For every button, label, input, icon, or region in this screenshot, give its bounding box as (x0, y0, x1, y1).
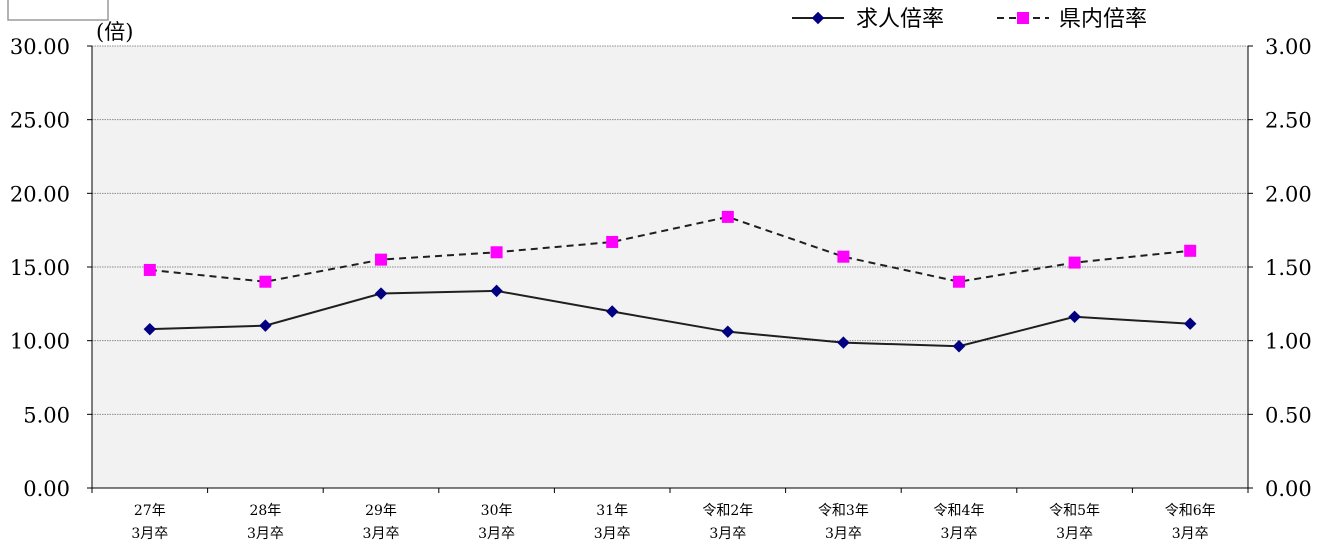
data-point-series-1 (259, 319, 272, 332)
data-point-series-2 (490, 246, 503, 259)
data-point-series-2 (375, 253, 387, 266)
y-right-tick-label: 1.50 (1265, 256, 1312, 280)
x-tick-label: 3月卒 (941, 526, 978, 542)
x-tick-label: 令和5年 (1049, 503, 1100, 519)
y-right-tick-label: 0.50 (1265, 403, 1312, 427)
x-tick-label: 3月卒 (131, 526, 168, 542)
data-point-series-1 (605, 305, 619, 318)
data-point-series-2 (721, 210, 734, 223)
y-left-tick-label: 5.00 (23, 403, 70, 427)
x-tick-label: 令和3年 (818, 503, 869, 519)
x-tick-label: 3月卒 (1172, 526, 1209, 542)
legend-label-2: 県内倍率 (1059, 7, 1147, 32)
data-point-series-2 (606, 235, 619, 248)
plot-area-layer: 0.00 5.00 10.00 15.00 20.00 25.00 30.00 0.00 0.5… (10, 35, 1312, 542)
x-tick-label: 3月卒 (363, 526, 400, 542)
x-tick-label: 令和6年 (1165, 503, 1216, 519)
legend-marker-1 (811, 11, 825, 25)
series-line-1 (149, 289, 1191, 348)
y-right-tick-label: 1.00 (1265, 330, 1312, 354)
y-left-tick-label: 25.00 (10, 109, 70, 133)
x-tick-label: 3月卒 (1056, 526, 1093, 542)
legend: 求人倍率 県内倍率 (792, 7, 1147, 32)
x-tick-label: 31年 (596, 503, 628, 519)
y-left-tick-label: 10.00 (10, 330, 70, 354)
data-point-series-2 (1068, 256, 1081, 269)
y-right-tick-label: 2.50 (1265, 109, 1312, 133)
x-tick-label: 27年 (134, 503, 166, 519)
y-left-tick-label: 30.00 (10, 35, 70, 59)
y-right-tick-label: 2.00 (1265, 182, 1312, 206)
data-point-series-1 (721, 325, 735, 338)
data-point-series-1 (143, 322, 157, 336)
data-point-series-1 (837, 336, 850, 349)
y-left-tick-label: 0.00 (23, 477, 70, 501)
data-point-series-1 (952, 340, 966, 353)
x-tick-label: 3月卒 (478, 526, 515, 542)
top-left-box (7, 0, 109, 21)
x-tick-label: 28年 (249, 503, 281, 519)
series-layer (143, 210, 1197, 353)
data-point-series-2 (143, 263, 156, 276)
x-tick-label: 令和2年 (702, 503, 753, 519)
y-left-tick-label: 15.00 (10, 256, 70, 280)
data-point-series-2 (259, 275, 272, 288)
data-point-series-1 (1068, 310, 1081, 324)
x-tick-label: 3月卒 (247, 526, 284, 542)
y-right-tick-label: 3.00 (1265, 35, 1312, 59)
y-right-tick-label: 0.00 (1265, 477, 1312, 501)
x-tick-label: 30年 (481, 503, 513, 519)
data-point-series-2 (837, 250, 850, 263)
x-tick-label: 3月卒 (709, 526, 746, 542)
data-point-series-2 (1184, 244, 1197, 257)
data-point-series-1 (490, 284, 503, 298)
x-tick-label: 3月卒 (594, 526, 631, 542)
legend-marker-2 (1017, 12, 1029, 24)
legend-label-1: 求人倍率 (856, 7, 944, 32)
x-tick-label: 29年 (365, 503, 397, 519)
x-tick-label: 3月卒 (825, 526, 862, 542)
data-point-series-2 (953, 275, 965, 288)
y-left-tick-label: 20.00 (10, 182, 70, 206)
unit-label: (倍) (96, 20, 133, 44)
x-tick-label: 令和4年 (934, 503, 985, 519)
data-point-series-1 (374, 287, 388, 300)
data-point-series-1 (1183, 317, 1197, 330)
